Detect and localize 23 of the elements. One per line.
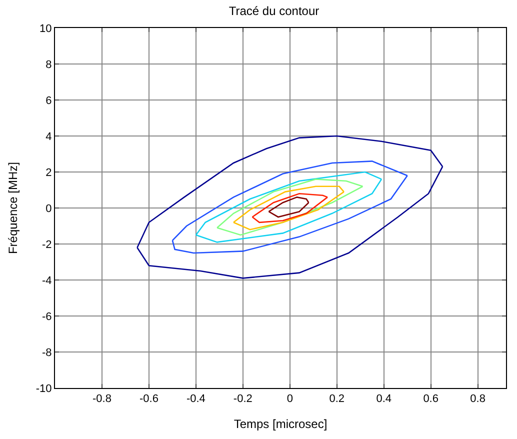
x-tick-label: -0.8: [92, 393, 112, 406]
y-tick-label: 2: [46, 166, 52, 179]
y-tick-label: -8: [42, 346, 52, 359]
x-tick-label: 0.4: [376, 393, 392, 406]
x-tick-label: -0.6: [139, 393, 158, 406]
x-tick-label: 0.2: [329, 393, 345, 406]
y-axis-title: Fréquence [MHz]: [6, 162, 20, 254]
y-tick-label: -2: [42, 238, 52, 251]
chart-title: Tracé du contour: [228, 4, 320, 18]
y-tick-label: 10: [40, 22, 52, 35]
y-tick-label: -6: [42, 310, 52, 323]
y-tick-label: 8: [46, 58, 52, 71]
x-tick-label: 0.6: [423, 393, 438, 406]
y-tick-label: 4: [46, 130, 52, 143]
x-tick-label: -0.4: [186, 393, 206, 406]
y-tick-label: -10: [36, 382, 52, 395]
y-tick-label: -4: [42, 274, 52, 287]
y-tick-label: 0: [46, 202, 52, 215]
x-tick-label: 0.8: [470, 393, 486, 406]
y-tick-label: 6: [46, 94, 52, 107]
x-tick-label: 0: [286, 393, 293, 406]
x-axis-title: Temps [microsec]: [234, 417, 328, 432]
x-tick-label: -0.2: [233, 393, 252, 406]
